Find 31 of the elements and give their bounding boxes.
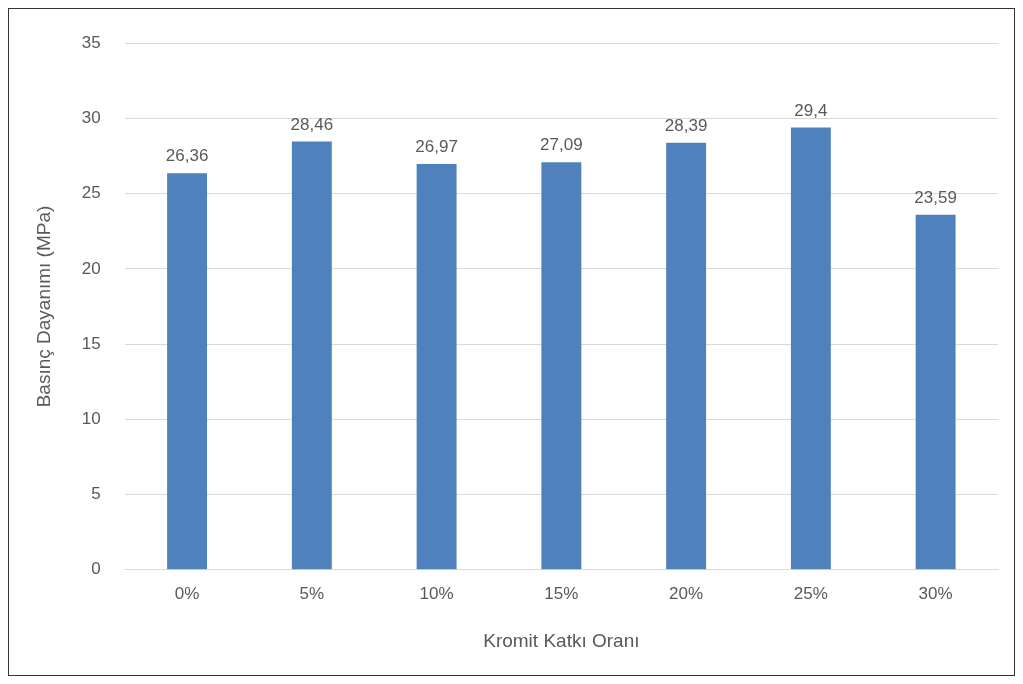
x-tick-label: 20%: [669, 583, 704, 603]
x-tick-label: 10%: [419, 583, 454, 603]
x-tick-label: 15%: [544, 583, 579, 603]
x-tick-label: 30%: [918, 583, 953, 603]
data-label: 29,4: [794, 100, 828, 120]
data-label: 28,46: [290, 114, 334, 134]
data-label: 27,09: [540, 135, 583, 155]
y-tick-label: 5: [91, 484, 101, 504]
x-tick-label: 25%: [793, 583, 828, 603]
data-label: 28,39: [664, 115, 708, 135]
bar: [541, 162, 582, 570]
y-tick-label: 25: [81, 183, 101, 203]
y-tick-label: 20: [81, 258, 101, 278]
bar: [416, 164, 457, 570]
data-label: 26,97: [415, 137, 458, 157]
bar: [915, 214, 956, 570]
x-tick-label: 5%: [299, 583, 325, 603]
data-label: 23,59: [914, 188, 957, 208]
bar: [167, 173, 208, 570]
x-axis-title: Kromit Katkı Oranı: [483, 629, 640, 651]
y-tick-label: 0: [91, 559, 101, 579]
y-tick-label: 30: [81, 108, 101, 128]
y-axis-title: Basınç Dayanımı (MPa): [32, 205, 54, 408]
data-label: 26,36: [165, 146, 209, 166]
bar: [666, 142, 707, 570]
y-tick-label: 35: [81, 32, 101, 52]
y-tick-label: 10: [81, 409, 101, 429]
x-tick-label: 0%: [174, 583, 200, 603]
bar: [790, 127, 831, 570]
bar: [291, 141, 332, 570]
y-tick-label: 15: [81, 333, 101, 353]
